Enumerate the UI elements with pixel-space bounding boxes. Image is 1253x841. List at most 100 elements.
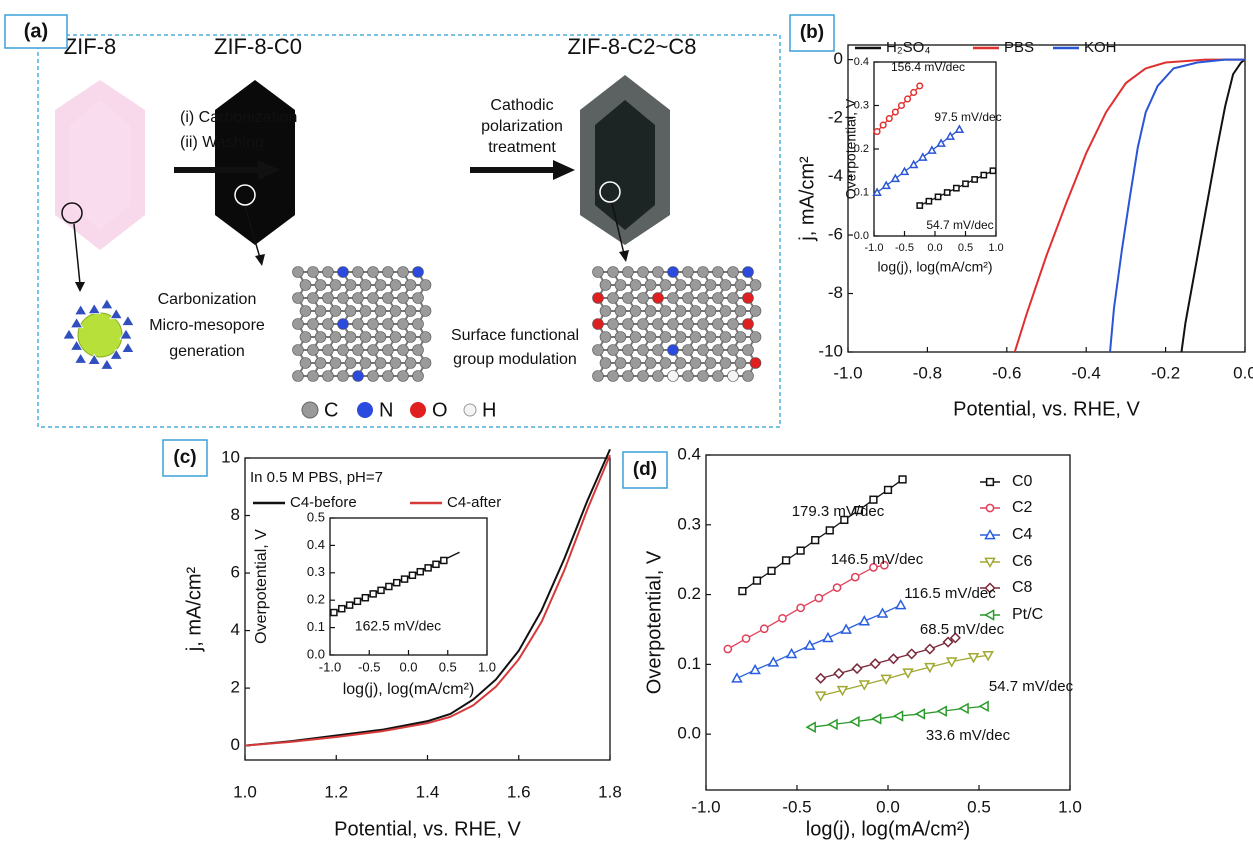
arrow-head [255,254,265,266]
stage-label: ZIF-8-C2~C8 [568,34,697,59]
atom-label: H [482,399,496,421]
atom [637,292,649,304]
annotation: 97.5 mV/dec [934,110,1001,124]
marker [803,639,816,650]
cage-unit [87,353,101,365]
marker [400,575,409,583]
carbon-lattice [292,266,432,382]
panel-label: (d) [633,459,657,480]
atom [359,357,372,369]
atom [382,318,394,330]
panel-label-box [162,439,208,477]
marker [883,485,893,495]
atom [644,305,657,317]
marker [385,582,393,591]
atom [592,370,604,382]
marker [869,495,878,504]
marker [980,171,988,179]
marker [869,658,881,670]
atom [622,318,634,330]
atom [712,344,724,356]
x-tick-label: -1.0 [833,363,862,382]
cage-unit [87,302,101,315]
atom [412,266,424,278]
x-tick-label: -1.0 [865,242,884,254]
atom [367,292,379,304]
note-text: Micro-mesopore [149,317,265,334]
marker [840,515,849,525]
series-line [244,454,611,747]
step-text: (i) Carbonization [180,109,297,126]
atom [382,266,394,278]
marker [849,715,860,728]
atom [712,266,724,278]
marker [749,663,761,675]
atom [652,370,664,382]
y-tick-label: -8 [828,283,843,302]
atom [382,344,394,356]
arrow-head [75,282,85,292]
y-tick-label: 0.3 [307,564,325,579]
atom [659,357,672,369]
marker [899,166,910,176]
annotation: 146.5 mV/dec [831,551,924,568]
atom [404,331,417,343]
marker [361,593,370,602]
atom [397,318,409,330]
atom [599,305,612,317]
zoom-arrow [611,202,625,255]
marker [833,667,845,680]
x-tick-label: 1.0 [988,242,1003,254]
y-tick-label: 0.1 [677,654,701,673]
marker [952,184,960,192]
y-tick-label: 0.0 [307,646,325,661]
marker [815,672,827,684]
y-tick-label: -2 [828,108,843,127]
x-tick-label: 1.0 [1058,797,1082,816]
annotation: In 0.5 M PBS, pH=7 [250,469,383,486]
atom [329,305,342,317]
marker [858,680,871,691]
annotation: 54.7 mV/dec [989,678,1074,695]
marker [851,663,863,675]
atom [667,292,679,304]
marker [353,597,362,606]
x-tick-label: 1.2 [324,782,348,801]
atom [397,292,409,304]
atom [329,357,342,369]
annotation: 54.7 mV/dec [926,218,993,232]
atom [352,370,364,382]
legend-label: KOH [1084,39,1117,56]
legend-label: H₂SO₄ [886,39,930,56]
y-tick-label: 0.4 [307,537,325,552]
atom [352,292,364,304]
atom [727,292,739,304]
atom [719,279,732,291]
c8-face [595,100,655,230]
atom [727,344,739,356]
marker [345,601,354,609]
atom-label: C [324,399,338,421]
y-tick-label: 0.4 [854,56,869,68]
marker [887,653,900,665]
note-text: group modulation [453,351,577,368]
atom [697,266,709,278]
atom [344,305,357,317]
marker [983,609,995,621]
atom [337,344,349,356]
marker [892,710,904,722]
atom [742,292,754,304]
atom [749,305,762,317]
atom [397,344,409,356]
y-tick-label: 0 [231,735,240,754]
atom [607,266,619,278]
marker [985,503,995,513]
marker [778,613,787,623]
atom [359,331,372,343]
marker [910,88,918,96]
x-tick-label: 0.0 [876,797,900,816]
atom [359,305,372,317]
marker [891,108,899,116]
atom [322,344,334,356]
marker [392,578,401,587]
